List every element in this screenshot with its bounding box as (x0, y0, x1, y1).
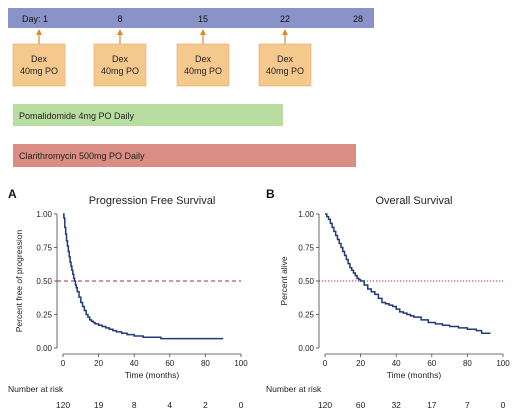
dex-label: Dex (277, 54, 294, 64)
y-axis-label: Percent free of progression (14, 229, 24, 332)
y-tick-label: 0.75 (36, 244, 52, 253)
clarithromycin-bar (13, 144, 356, 167)
dex-label: Dex (31, 54, 48, 64)
risk-count: 60 (356, 400, 366, 410)
arrow-up-icon (200, 29, 206, 35)
dex-dose-day-22: Dex 40mg PO (258, 29, 312, 87)
pomalidomide-label: Pomalidomide 4mg PO Daily (19, 111, 135, 121)
x-tick-label: 100 (496, 359, 510, 368)
risk-count: 0 (501, 400, 506, 410)
y-tick-label: 0.00 (298, 344, 314, 353)
dex-dose-day-1: Dex 40mg PO (12, 29, 66, 87)
chart-title: Overall Survival (375, 195, 452, 207)
chart-overall-survival: Overall Survival 0.00 0.25 0.50 0.75 1.00 0 20 4… (266, 195, 510, 410)
x-tick-label: 40 (392, 359, 401, 368)
pomalidomide-bar (13, 104, 283, 126)
y-axis-label: Percent alive (279, 256, 289, 305)
y-tick-label: 0.25 (298, 311, 314, 320)
dex-label: Dex (112, 54, 129, 64)
arrow-up-icon (117, 29, 123, 35)
x-tick-label: 80 (463, 359, 472, 368)
arrow-up-icon (36, 29, 42, 35)
chart-title: Progression Free Survival (89, 195, 216, 207)
x-axis-label: Time (months) (387, 370, 442, 380)
timeline-day-8: 8 (117, 14, 122, 24)
y-tick-label: 1.00 (36, 210, 52, 219)
risk-count: 19 (94, 400, 104, 410)
risk-count: 0 (239, 400, 244, 410)
x-tick-label: 40 (130, 359, 139, 368)
timeline-day-15: 15 (198, 14, 208, 24)
timeline-bar (8, 8, 374, 28)
x-tick-label: 100 (234, 359, 248, 368)
dex-dose-label: 40mg PO (20, 66, 58, 76)
risk-count: 120 (56, 400, 70, 410)
risk-count: 120 (318, 400, 332, 410)
dex-label: Dex (195, 54, 212, 64)
x-tick-label: 0 (61, 359, 66, 368)
survival-curve (63, 213, 224, 340)
dex-dose-day-8: Dex 40mg PO (93, 29, 147, 87)
timeline-day-22: 22 (280, 14, 290, 24)
x-tick-label: 80 (201, 359, 210, 368)
dex-dose-label: 40mg PO (184, 66, 222, 76)
x-tick-label: 60 (427, 359, 436, 368)
x-tick-label: 20 (356, 359, 365, 368)
y-tick-label: 1.00 (298, 210, 314, 219)
y-tick-label: 0.50 (298, 277, 314, 286)
y-tick-label: 0.50 (36, 277, 52, 286)
number-at-risk-label: Number at risk (8, 384, 64, 394)
x-tick-label: 20 (94, 359, 103, 368)
x-tick-label: 0 (323, 359, 328, 368)
x-axis-label: Time (months) (125, 370, 180, 380)
treatment-schema: Day: 1 8 15 22 28 Dex 40mg PO Dex 40mg P… (8, 8, 374, 167)
clarithromycin-label: Clarithromycin 500mg PO Daily (19, 151, 145, 161)
risk-count: 8 (132, 400, 137, 410)
panel-label-a: A (8, 187, 17, 201)
risk-count: 32 (391, 400, 401, 410)
dex-dose-day-15: Dex 40mg PO (176, 29, 230, 87)
risk-count: 7 (465, 400, 470, 410)
y-tick-label: 0.75 (298, 244, 314, 253)
dex-dose-label: 40mg PO (101, 66, 139, 76)
timeline-day-28: 28 (353, 14, 363, 24)
y-tick-label: 0.00 (36, 344, 52, 353)
x-tick-label: 60 (165, 359, 174, 368)
risk-count: 2 (203, 400, 208, 410)
chart-progression-free-survival: Progression Free Survival 0.00 0.25 0.50 0.7… (8, 195, 248, 410)
y-tick-label: 0.25 (36, 311, 52, 320)
panel-label-b: B (266, 187, 275, 201)
arrow-up-icon (282, 29, 288, 35)
dex-dose-label: 40mg PO (266, 66, 304, 76)
risk-count: 4 (167, 400, 172, 410)
risk-count: 17 (427, 400, 437, 410)
timeline-day-1: Day: 1 (22, 14, 48, 24)
survival-curve (325, 213, 491, 335)
number-at-risk-label: Number at risk (266, 384, 322, 394)
